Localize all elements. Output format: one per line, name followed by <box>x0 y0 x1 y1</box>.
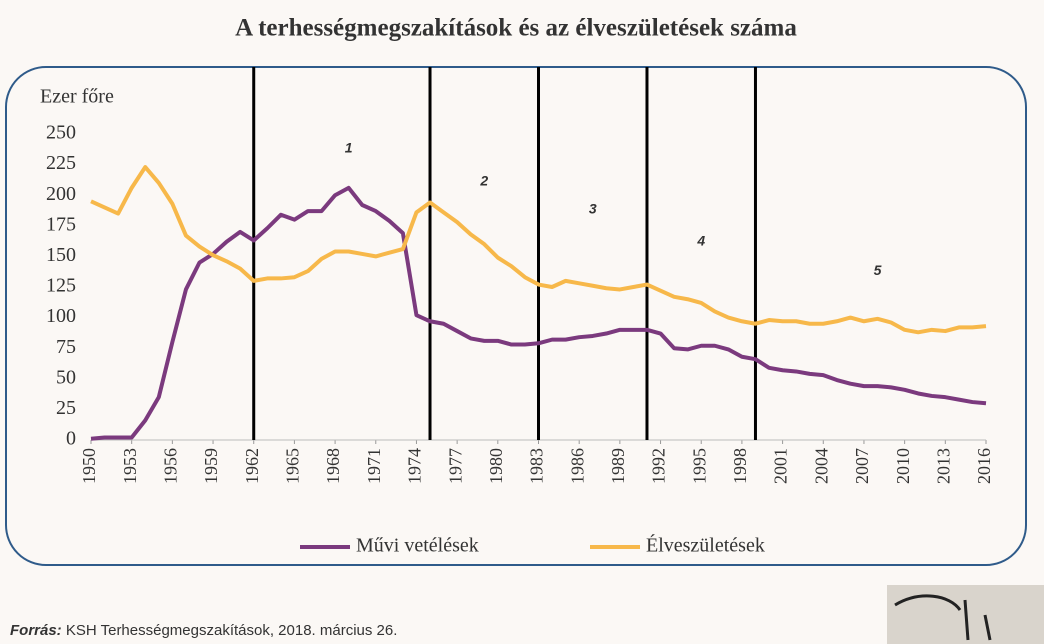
x-tick-label: 1989 <box>608 448 628 484</box>
y-tick-label: 250 <box>46 122 76 144</box>
x-tick-label: 1995 <box>689 448 709 484</box>
x-tick-label: 1998 <box>730 448 750 484</box>
x-tick-label: 1962 <box>242 448 262 484</box>
x-tick-label: 1974 <box>405 448 425 484</box>
line-series <box>90 185 987 441</box>
logo-mark <box>894 594 992 641</box>
chart-title: A terhességmegszakítások és az élveszüle… <box>235 15 797 42</box>
y-tick-label: 25 <box>56 397 76 419</box>
y-axis-label: Ezer főre <box>40 86 114 108</box>
y-tick-label: 0 <box>66 428 76 450</box>
legend-label: Művi vetélések <box>356 535 479 557</box>
y-tick-label: 200 <box>46 183 76 205</box>
source: Forrás: KSH Terhességmegszakítások, 2018… <box>10 622 397 639</box>
y-tick-label: 50 <box>56 366 76 388</box>
x-tick-label: 1977 <box>445 448 465 484</box>
y-tick-label: 125 <box>46 275 76 297</box>
annotation: 5 <box>874 262 882 278</box>
x-tick-label: 1992 <box>649 448 669 484</box>
x-tick-label: 2004 <box>811 448 831 484</box>
source-text: KSH Terhességmegszakítások, 2018. márciu… <box>66 622 398 639</box>
frame <box>5 66 1027 566</box>
annotation: 2 <box>479 172 488 188</box>
x-tick-label: 1950 <box>79 448 99 484</box>
y-tick-label: 150 <box>46 244 76 266</box>
y-tick-label: 225 <box>46 152 76 174</box>
annotation: 4 <box>696 232 705 248</box>
x-tick-label: 1983 <box>527 448 547 484</box>
annotation: 1 <box>345 139 353 155</box>
x-tick-label: 1971 <box>364 448 384 484</box>
y-tick-label: 100 <box>46 305 76 327</box>
x-tick-label: 2010 <box>893 448 913 484</box>
x-tick-label: 1965 <box>283 448 303 484</box>
y-tick-label: 175 <box>46 213 76 235</box>
x-tick-label: 1953 <box>120 448 140 484</box>
x-tick-label: 1986 <box>567 448 587 484</box>
x-tick-label: 2016 <box>974 448 994 484</box>
x-tick-label: 1959 <box>201 448 221 484</box>
x-tick-label: 2013 <box>933 448 953 484</box>
x-tick-label: 1980 <box>486 448 506 484</box>
line-series <box>90 165 987 335</box>
annotation: 3 <box>589 201 597 217</box>
source-label: Forrás: <box>10 622 62 639</box>
x-tick-label: 1968 <box>323 448 343 484</box>
x-tick-label: 2007 <box>852 448 872 484</box>
legend-label: Élveszületések <box>646 534 765 557</box>
y-tick-label: 75 <box>56 336 76 358</box>
x-tick-label: 1956 <box>160 448 180 484</box>
x-tick-label: 2001 <box>771 448 791 484</box>
